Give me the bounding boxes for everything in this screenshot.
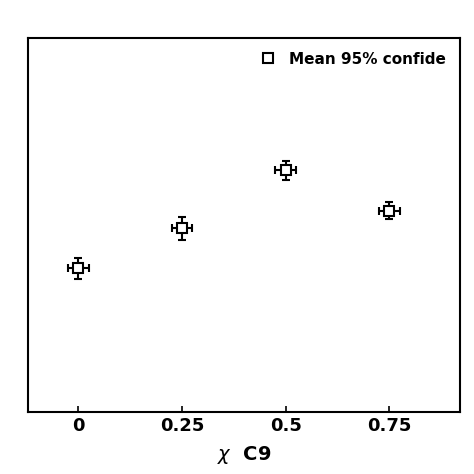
X-axis label: $\chi$  $\mathbf{C9}$: $\chi$ $\mathbf{C9}$ xyxy=(217,444,272,465)
Legend: Mean 95% confide: Mean 95% confide xyxy=(246,46,452,73)
